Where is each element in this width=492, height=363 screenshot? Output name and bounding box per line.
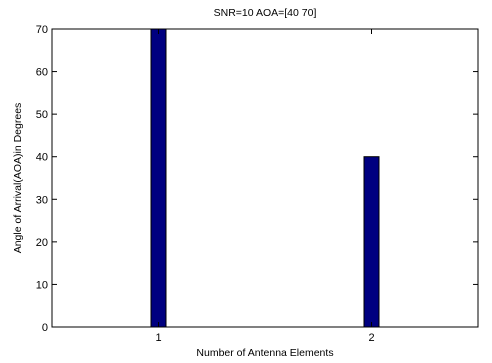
x-tick-label: 1 — [155, 332, 161, 344]
chart-title: SNR=10 AOA=[40 70] — [214, 7, 317, 19]
y-tick-label: 60 — [36, 67, 48, 79]
y-axis: 0 10 20 30 40 50 60 70 — [36, 24, 478, 334]
y-axis-title: Angle of Arrival(AOA)in Degrees — [12, 103, 24, 254]
plot-area — [52, 29, 478, 327]
y-tick-label: 40 — [36, 152, 48, 164]
plot-frame — [51, 28, 479, 328]
y-tick-label: 20 — [36, 237, 48, 249]
bars-layer — [150, 28, 380, 328]
bar-1 — [150, 28, 167, 328]
y-tick-label: 70 — [36, 24, 48, 36]
x-axis-title: Number of Antenna Elements — [196, 347, 333, 359]
y-tick-label: 50 — [36, 109, 48, 121]
y-tick-label: 30 — [36, 194, 48, 206]
y-tick-label: 0 — [42, 322, 48, 334]
x-tick-label: 2 — [368, 332, 374, 344]
y-tick-label: 10 — [36, 279, 48, 291]
bar-2 — [363, 156, 380, 328]
